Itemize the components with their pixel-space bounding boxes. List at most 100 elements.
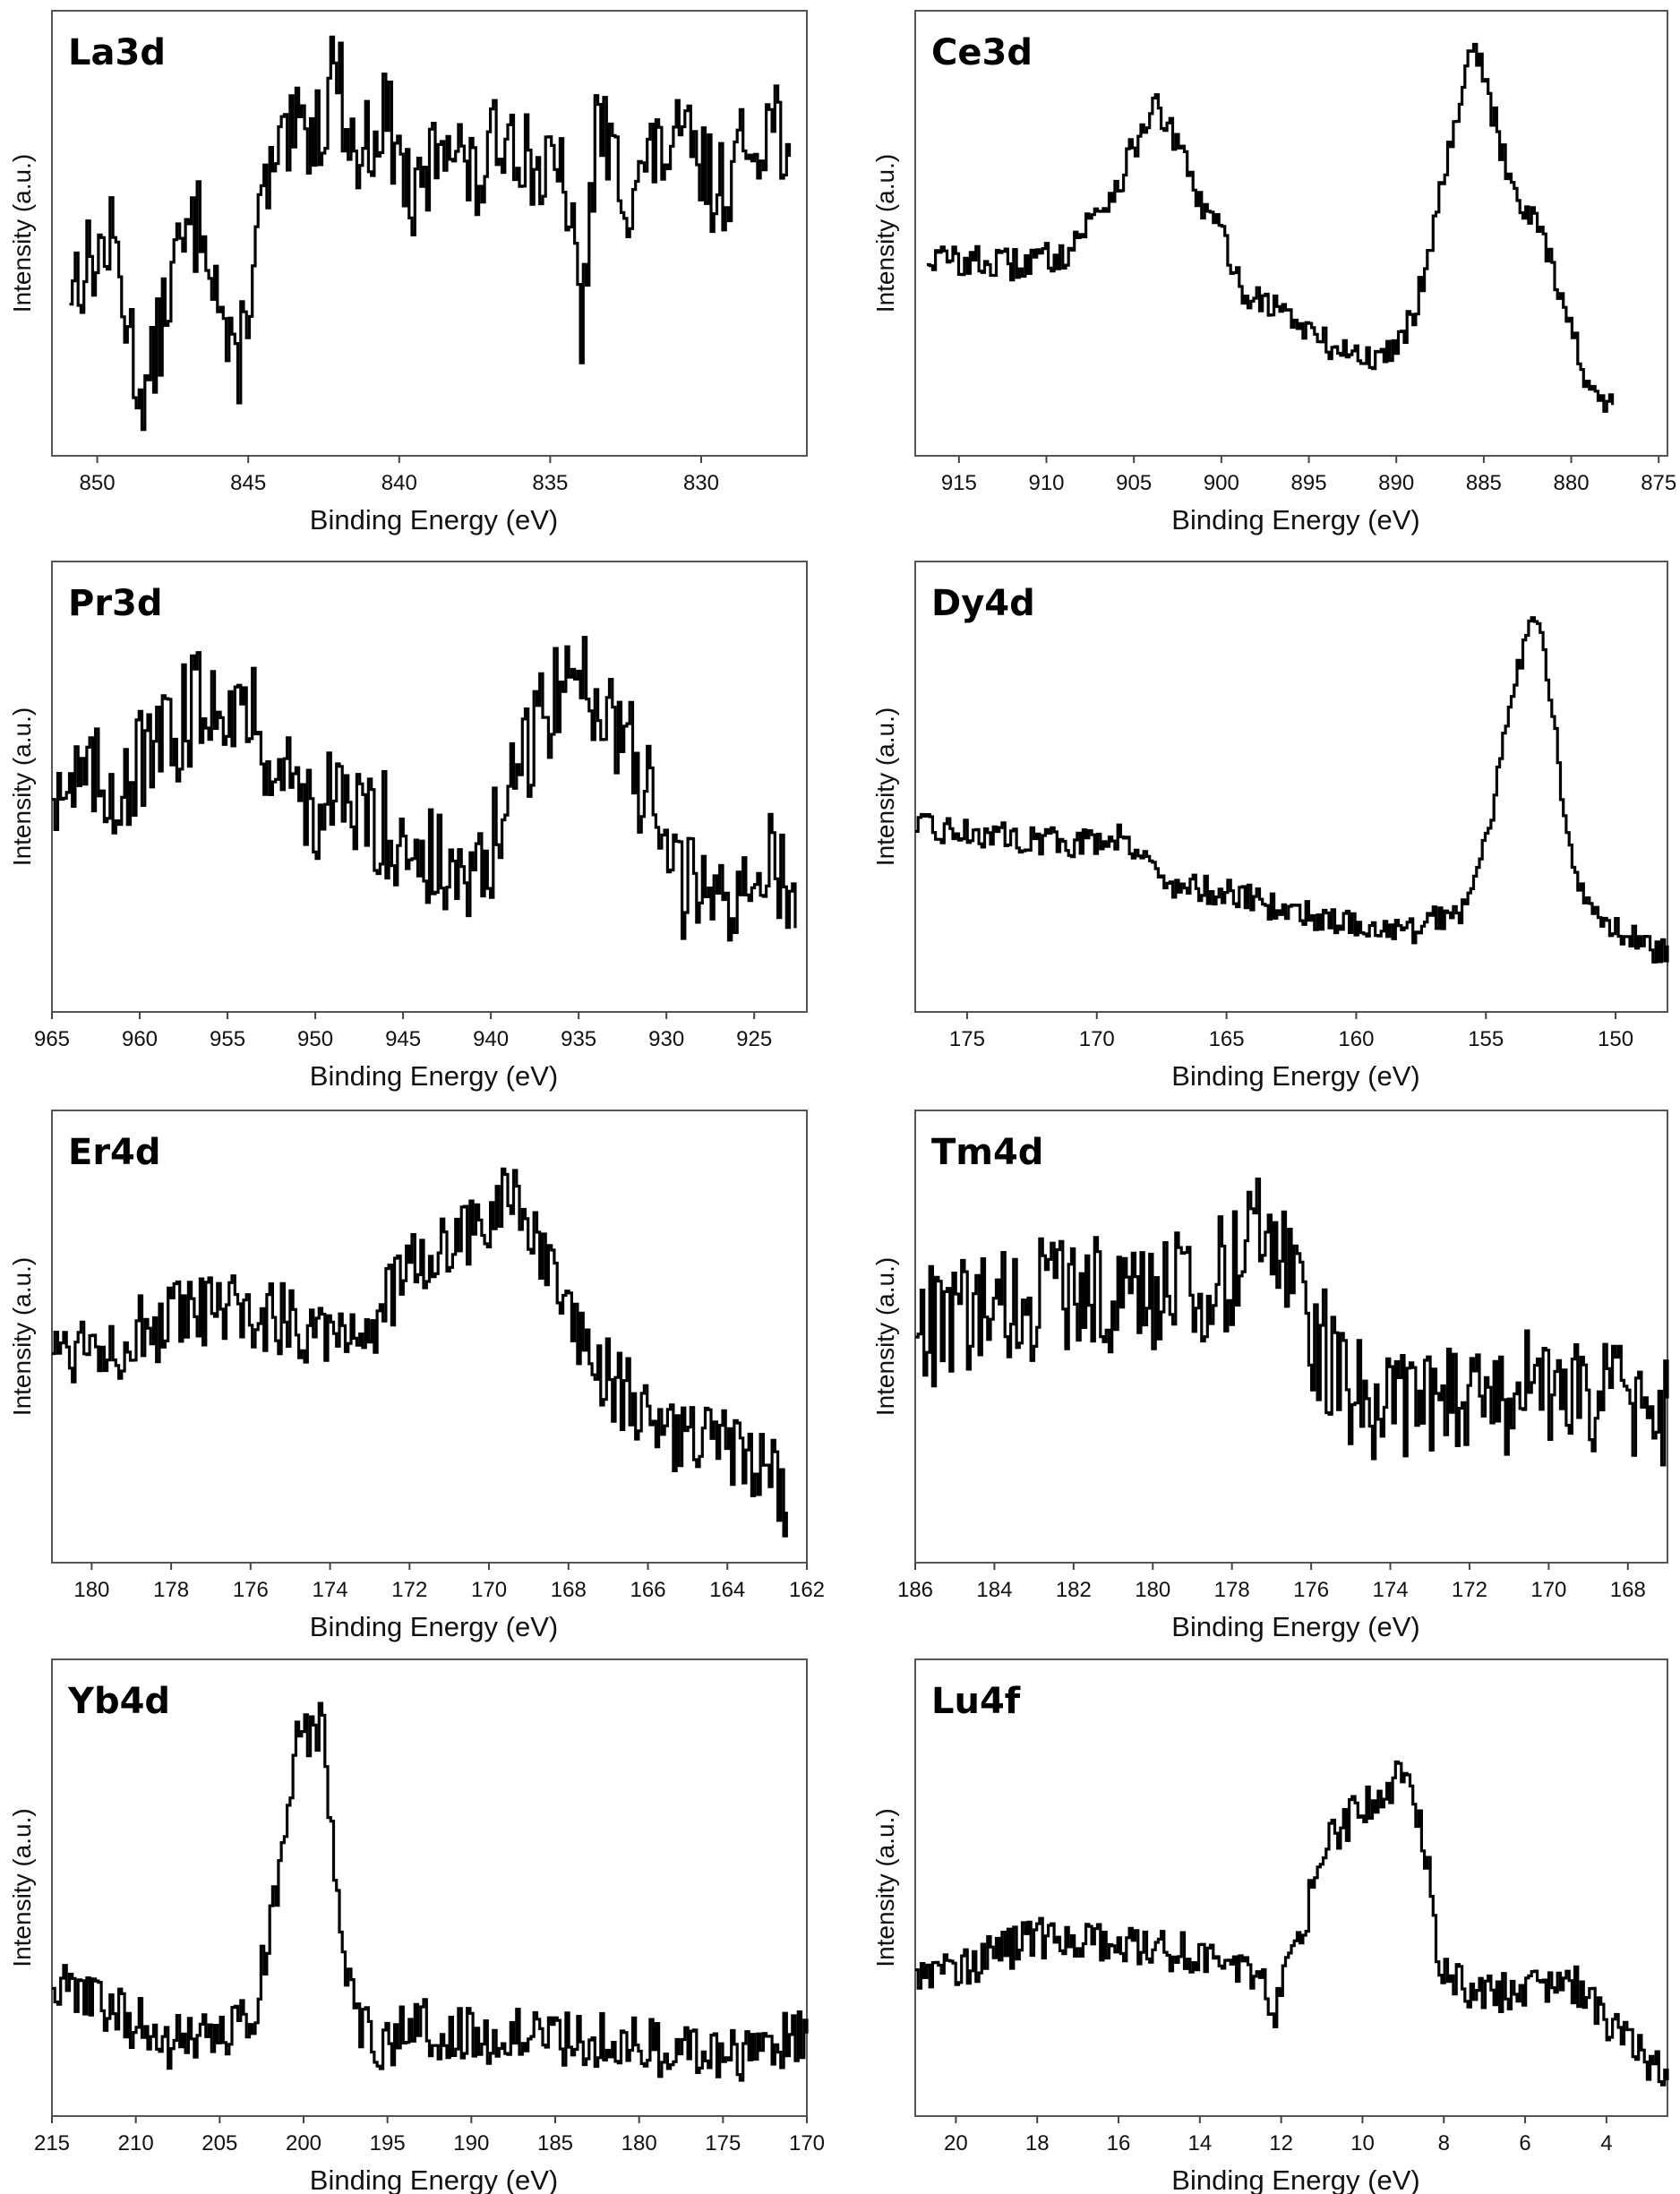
la3d-x-tick-label: 845 — [230, 471, 266, 495]
lu4f-x-tick-label: 16 — [1107, 2131, 1131, 2155]
pr3d-x-tick-label: 940 — [473, 1027, 509, 1051]
yb4d-x-tick-label: 170 — [789, 2131, 825, 2155]
ce3d-panel: 915 910 905 900 895 890 885 880 875 Binding Energ… — [871, 10, 1676, 536]
tm4d-x-tick-label: 168 — [1610, 1578, 1646, 1602]
lu4f-x-tick-label: 6 — [1519, 2131, 1530, 2155]
yb4d-x-tick-label: 190 — [453, 2131, 489, 2155]
yb4d-x-tick-label: 205 — [201, 2131, 237, 2155]
la3d-spectrum-line — [69, 35, 792, 432]
dy4d-x-tick-label: 160 — [1338, 1027, 1374, 1051]
er4d-x-tick-label: 172 — [391, 1578, 427, 1602]
pr3d-x-tick-label: 925 — [736, 1027, 772, 1051]
er4d-panel-title: Er4d — [68, 1132, 161, 1173]
tm4d-y-axis-label: Intensity (a.u.) — [871, 1257, 899, 1416]
yb4d-x-tick-label: 185 — [537, 2131, 573, 2155]
ce3d-x-tick-label: 875 — [1641, 471, 1676, 495]
ce3d-x-tick-label: 895 — [1291, 471, 1327, 495]
ce3d-panel-title: Ce3d — [931, 32, 1033, 73]
tm4d-x-tick-label: 182 — [1056, 1578, 1092, 1602]
er4d-panel: 180 178 176 174 172 170 168 166 164 162 Binding En… — [8, 1110, 825, 1642]
tm4d-x-tick-label: 186 — [897, 1578, 933, 1602]
yb4d-panel: 215 210 205 200 195 190 185 180 175 170 Binding En… — [8, 1658, 825, 2194]
yb4d-x-tick-label: 180 — [621, 2131, 657, 2155]
dy4d-spectrum-line — [915, 616, 1669, 964]
tm4d-x-tick-label: 172 — [1452, 1578, 1487, 1602]
lu4f-x-tick-label: 18 — [1025, 2131, 1050, 2155]
yb4d-x-tick-label: 200 — [286, 2131, 321, 2155]
la3d-x-tick-label: 840 — [381, 471, 417, 495]
ce3d-y-axis-label: Intensity (a.u.) — [871, 154, 899, 313]
la3d-panel: 850 845 840 835 830 Binding Energy (eV) Intens… — [8, 10, 808, 536]
er4d-x-tick-label: 162 — [789, 1578, 825, 1602]
dy4d-x-tick-label: 170 — [1079, 1027, 1115, 1051]
er4d-plot-frame — [51, 1110, 808, 1564]
pr3d-y-axis-label: Intensity (a.u.) — [8, 707, 36, 866]
pr3d-spectrum-line — [52, 636, 797, 942]
ce3d-spectrum-line — [926, 42, 1615, 413]
lu4f-x-tick-label: 8 — [1438, 2131, 1450, 2155]
yb4d-x-tick-label: 210 — [118, 2131, 154, 2155]
yb4d-x-tick-label: 195 — [370, 2131, 406, 2155]
er4d-x-tick-label: 180 — [73, 1578, 109, 1602]
lu4f-x-tick-label: 10 — [1350, 2131, 1375, 2155]
pr3d-x-tick-label: 945 — [385, 1027, 421, 1051]
dy4d-x-tick-label: 155 — [1468, 1027, 1504, 1051]
tm4d-x-tick-label: 170 — [1530, 1578, 1566, 1602]
er4d-x-axis-label: Binding Energy (eV) — [310, 1611, 558, 1642]
lu4f-plot-frame — [914, 1658, 1668, 2117]
yb4d-x-tick-label: 215 — [34, 2131, 70, 2155]
ce3d-x-tick-label: 900 — [1204, 471, 1239, 495]
pr3d-x-tick-label: 935 — [561, 1027, 596, 1051]
la3d-x-axis-label: Binding Energy (eV) — [310, 504, 558, 536]
lu4f-y-axis-label: Intensity (a.u.) — [871, 1808, 899, 1967]
la3d-x-tick-label: 850 — [80, 471, 116, 495]
la3d-plot-frame — [51, 10, 808, 457]
dy4d-y-axis-label: Intensity (a.u.) — [871, 707, 899, 866]
ce3d-plot-frame — [914, 10, 1668, 457]
tm4d-spectrum-line — [915, 1178, 1669, 1467]
yb4d-x-tick-label: 175 — [705, 2131, 741, 2155]
la3d-x-tick-label: 835 — [532, 471, 568, 495]
pr3d-x-tick-label: 965 — [34, 1027, 70, 1051]
tm4d-x-tick-label: 178 — [1214, 1578, 1250, 1602]
er4d-x-tick-label: 168 — [551, 1578, 587, 1602]
yb4d-x-axis-label: Binding Energy (eV) — [310, 2164, 558, 2194]
pr3d-x-tick-label: 955 — [210, 1027, 245, 1051]
la3d-panel-title: La3d — [68, 32, 166, 73]
lu4f-panel: 20 18 16 14 12 10 8 6 4 Binding Energy (eV) Intens… — [871, 1658, 1669, 2194]
pr3d-panel: 965 960 955 950 945 940 935 930 925 Binding Energ… — [8, 561, 808, 1092]
lu4f-x-tick-label: 12 — [1269, 2131, 1293, 2155]
pr3d-panel-title: Pr3d — [68, 583, 163, 624]
yb4d-y-axis-label: Intensity (a.u.) — [8, 1808, 36, 1967]
dy4d-panel: 175 170 165 160 155 150 Binding Energy (eV) Int… — [871, 561, 1669, 1092]
ce3d-x-tick-label: 915 — [941, 471, 977, 495]
lu4f-x-tick-label: 20 — [944, 2131, 968, 2155]
pr3d-plot-frame — [51, 561, 808, 1013]
dy4d-panel-title: Dy4d — [931, 583, 1035, 624]
er4d-x-tick-label: 170 — [471, 1578, 507, 1602]
lu4f-x-tick-label: 4 — [1600, 2131, 1612, 2155]
lu4f-panel-title: Lu4f — [931, 1681, 1021, 1722]
dy4d-x-tick-label: 175 — [949, 1027, 985, 1051]
pr3d-x-tick-label: 930 — [648, 1027, 684, 1051]
er4d-y-axis-label: Intensity (a.u.) — [8, 1257, 36, 1416]
tm4d-x-tick-label: 180 — [1135, 1578, 1170, 1602]
dy4d-x-axis-label: Binding Energy (eV) — [1171, 1060, 1419, 1092]
er4d-x-tick-label: 166 — [630, 1578, 666, 1602]
yb4d-spectrum-line — [52, 1701, 809, 2082]
pr3d-x-tick-label: 950 — [297, 1027, 333, 1051]
er4d-x-tick-label: 178 — [153, 1578, 189, 1602]
er4d-spectrum-line — [52, 1167, 788, 1538]
tm4d-x-tick-label: 174 — [1373, 1578, 1409, 1602]
dy4d-plot-frame — [914, 561, 1668, 1013]
yb4d-panel-title: Yb4d — [67, 1681, 170, 1722]
dy4d-x-tick-label: 150 — [1598, 1027, 1633, 1051]
ce3d-x-tick-label: 885 — [1466, 471, 1502, 495]
pr3d-x-axis-label: Binding Energy (eV) — [310, 1060, 558, 1092]
ce3d-x-tick-label: 905 — [1116, 471, 1152, 495]
pr3d-x-tick-label: 960 — [122, 1027, 158, 1051]
la3d-y-axis-label: Intensity (a.u.) — [8, 154, 36, 313]
tm4d-plot-frame — [914, 1110, 1668, 1564]
lu4f-spectrum-line — [915, 1760, 1669, 2087]
